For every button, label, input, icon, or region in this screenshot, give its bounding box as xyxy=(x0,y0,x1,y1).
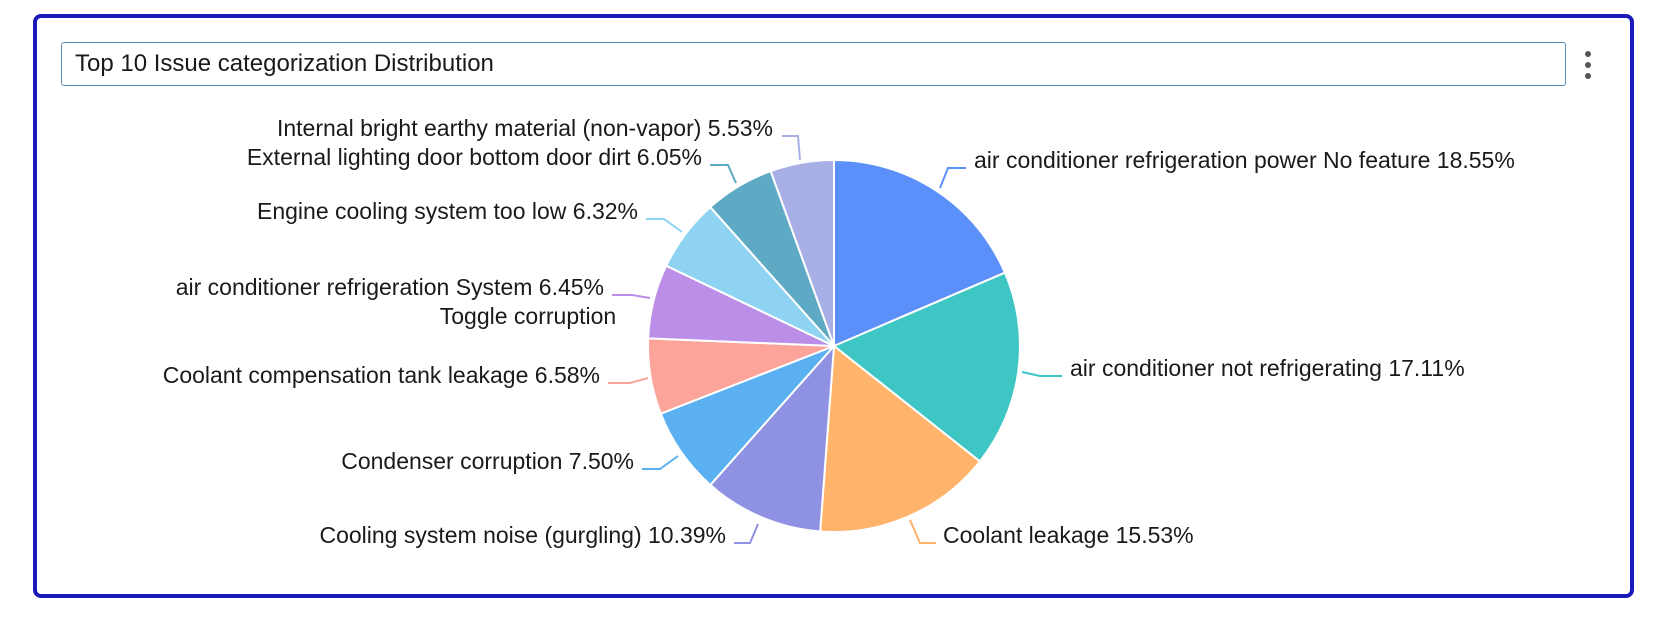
chart-title: Top 10 Issue categorization Distribution xyxy=(61,42,1566,86)
pie-slice-1[interactable] xyxy=(833,158,1007,348)
slice-label-8: Engine cooling system too low 6.32% xyxy=(257,198,638,224)
slice-label-7-line-2: Toggle corruption xyxy=(440,303,616,329)
pie-slice-4[interactable] xyxy=(708,343,836,533)
slice-label-2: air conditioner not refrigerating 17.11% xyxy=(1070,355,1465,381)
leader-line-2 xyxy=(1021,371,1062,377)
kebab-menu-icon[interactable] xyxy=(1577,48,1599,82)
kebab-dot xyxy=(1585,62,1591,68)
leader-line-4 xyxy=(734,523,759,544)
slice-label-9: External lighting door bottom door dirt … xyxy=(247,144,702,170)
slice-label-7: air conditioner refrigeration System 6.4… xyxy=(176,274,604,300)
slice-label-3: Coolant leakage 15.53% xyxy=(943,522,1194,548)
slice-label-6: Coolant compensation tank leakage 6.58% xyxy=(163,362,600,388)
leader-line-9 xyxy=(710,164,737,184)
leader-line-8 xyxy=(646,218,683,233)
leader-line-10 xyxy=(782,135,801,161)
slice-label-10: Internal bright earthy material (non-vap… xyxy=(277,115,773,141)
slice-label-4: Cooling system noise (gurgling) 10.39% xyxy=(319,522,726,548)
pie-slice-3[interactable] xyxy=(819,344,982,533)
slice-label-1: air conditioner refrigeration power No f… xyxy=(974,147,1515,173)
leader-line-6 xyxy=(608,377,649,384)
pie-slice-10[interactable] xyxy=(769,158,835,347)
leader-line-1 xyxy=(939,167,966,189)
kebab-dot xyxy=(1585,51,1591,57)
leader-line-5 xyxy=(642,455,679,470)
leader-line-7 xyxy=(612,294,651,299)
pie-slice-2[interactable] xyxy=(832,271,1021,463)
chart-title-text: Top 10 Issue categorization Distribution xyxy=(75,50,494,77)
slice-label-5: Condenser corruption 7.50% xyxy=(341,448,634,474)
kebab-dot xyxy=(1585,73,1591,79)
leader-line-3 xyxy=(909,519,936,544)
